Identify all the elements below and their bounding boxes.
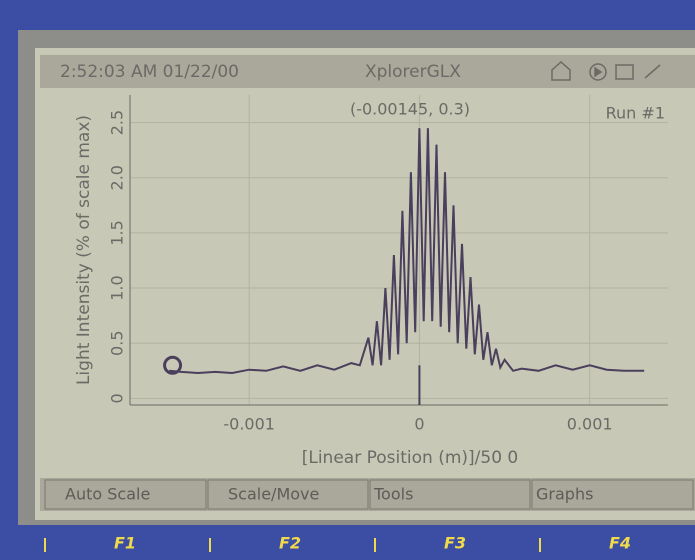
run-label: Run #1	[606, 104, 665, 123]
x-tick-label: 0	[414, 415, 424, 434]
device-name: XplorerGLX	[365, 62, 461, 82]
softkey[interactable]	[44, 479, 207, 510]
fkey-label: F3	[444, 534, 466, 553]
status-bar	[40, 55, 695, 88]
x-axis-label: [Linear Position (m)]/50 0	[302, 448, 519, 468]
fkey-label: F1	[114, 534, 136, 553]
data-line	[169, 128, 645, 375]
status-icons	[551, 60, 661, 81]
softkey-label: Tools	[373, 485, 413, 504]
cursor-marker	[163, 355, 183, 375]
y-tick-label: 1.5	[108, 220, 127, 245]
softkey[interactable]	[531, 479, 694, 510]
clock: 2:52:03 AM 01/22/00	[60, 62, 239, 82]
y-tick-label: 0	[108, 393, 127, 403]
y-axis-label: Light Intensity (% of scale max)	[74, 115, 94, 385]
y-tick-label: 1.0	[108, 275, 127, 300]
softkey[interactable]	[207, 479, 369, 510]
x-tick-label: -0.001	[223, 415, 275, 434]
y-tick-label: 0.5	[108, 330, 127, 355]
screen	[35, 48, 695, 520]
y-tick-label: 2.5	[108, 110, 127, 135]
cursor-label: (-0.00145, 0.3)	[350, 100, 470, 119]
y-tick-label: 2.0	[108, 165, 127, 190]
x-tick-label: 0.001	[567, 415, 613, 434]
fkey-label: F4	[609, 534, 631, 553]
softkey-label: Scale/Move	[228, 485, 319, 504]
softkey[interactable]	[369, 479, 531, 510]
fkey-label: F2	[279, 534, 301, 553]
softkey-label: Graphs	[536, 485, 593, 504]
softkey-label: Auto Scale	[65, 485, 150, 504]
